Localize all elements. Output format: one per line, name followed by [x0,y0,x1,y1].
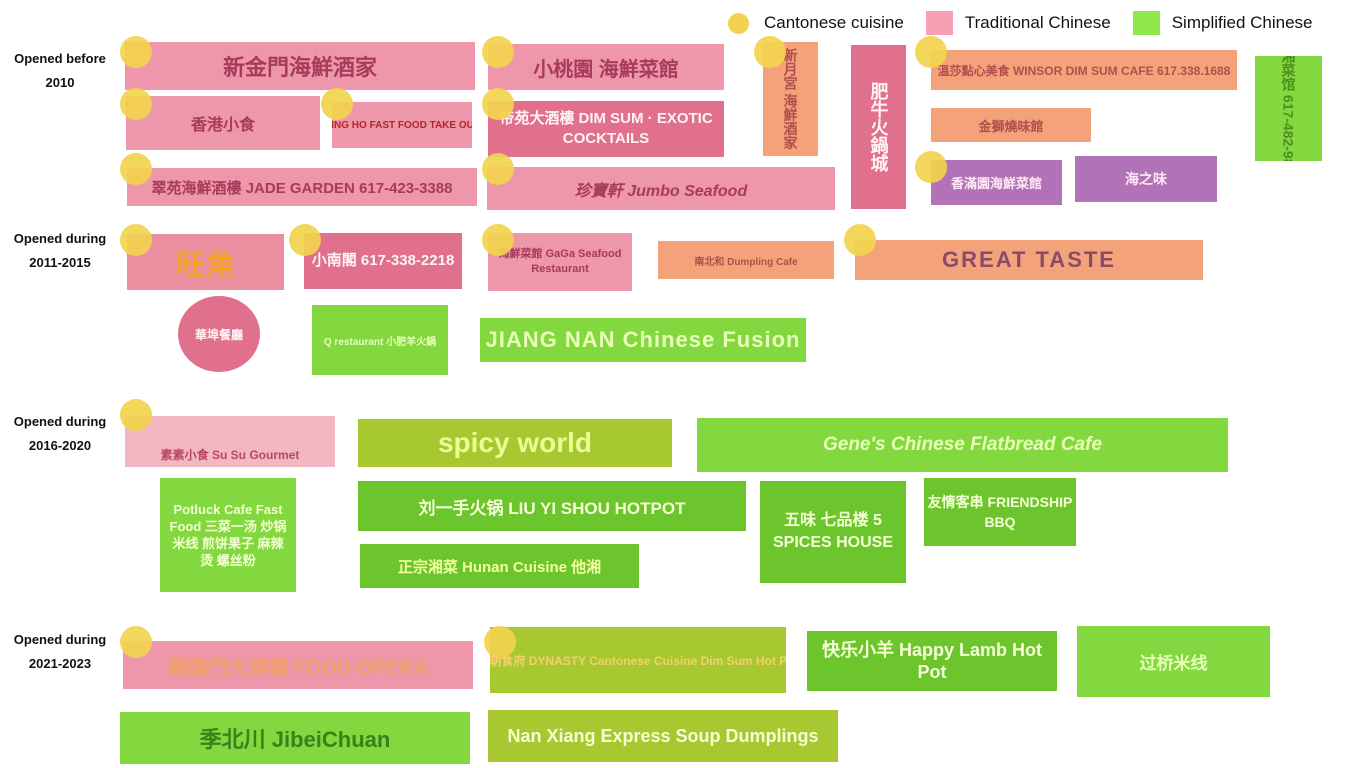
sign-china-gourmet: 川湘菜馆 617-482-9888 [1255,56,1322,161]
sign-little-southern: 小南閣 617-338-2218 [304,233,462,289]
sign-hong-kong-seafood: 香滿園海鮮菜館 [931,160,1062,205]
sign-food-opera: 囍臨門大酒樓 FOOD OPERA [123,641,473,689]
period-label-2021-2023: Opened during 2021-2023 [0,628,120,676]
sign-ten-second: 过桥米线 [1077,626,1270,697]
legend-cantonese: Cantonese cuisine [728,12,904,34]
sign-q-restaurant: Q restaurant 小肥羊火鍋 [312,305,448,375]
sign-great-taste: GREAT TASTE [855,240,1203,280]
legend-simplified-label: Simplified Chinese [1171,13,1313,32]
cantonese-marker-icon [844,224,876,256]
cantonese-marker-icon [289,224,321,256]
cantonese-marker-icon [120,224,152,256]
traditional-swatch-icon [925,11,953,35]
sign-su-su-gourmet: 素素小食 Su Su Gourmet [125,416,335,467]
cantonese-marker-icon [754,36,786,68]
legend-simplified: Simplified Chinese [1132,11,1313,35]
sign-jade-garden: 翠苑海鮮酒樓 JADE GARDEN 617-423-3388 [127,168,477,206]
sign-nan-xiang-express: Nan Xiang Express Soup Dumplings [488,710,838,762]
sign-winsor: 溫莎點心美食 WINSOR DIM SUM CAFE 617.338.1688 [931,50,1237,90]
cantonese-marker-icon [120,399,152,431]
sign-jibeichuan: 季北川 JibeiChuan [120,712,470,764]
legend-traditional: Traditional Chinese [925,11,1111,35]
cantonese-marker-icon [484,626,516,658]
legend-traditional-label: Traditional Chinese [964,13,1111,32]
period-label-line: 2021-2023 [28,656,92,671]
sign-jiang-nan: JIANG NAN Chinese Fusion [480,318,806,362]
cantonese-marker-icon [120,36,152,68]
sign-genes-flatbread: Gene's Chinese Flatbread Cafe [697,418,1228,472]
legend-cantonese-label: Cantonese cuisine [764,13,904,32]
sign-fei-niu: 肥牛火鍋城 [851,45,906,209]
period-label-line: 2011-2015 [29,255,91,270]
sign-gaga: 海鮮菜館 GaGa Seafood Restaurant [488,233,632,291]
sign-liu-yi-shou: 刘一手火锅 LIU YI SHOU HOTPOT [358,481,746,531]
sign-hong-kong-eatery: 香港小食 [126,96,320,150]
sign-empire: 帝苑大酒樓 DIM SUM · EXOTIC COCKTAILS [488,101,724,157]
cantonese-marker-icon [120,626,152,658]
sign-taiwan-cafe: 海之味 [1075,156,1217,202]
sign-happy-lamb: 快乐小羊 Happy Lamb Hot Pot [807,631,1057,691]
cantonese-marker-icon [915,151,947,183]
cantonese-marker-icon [120,88,152,120]
sign-chinatown-cafe: 華埠餐廳 [178,296,260,372]
cantonese-marker-icon [321,88,353,120]
period-label-2011-2015: Opened during 2011-2015 [0,227,120,275]
period-label-line: Opened before [14,51,106,66]
sign-friendship-bbq: 友情客串 FRIENDSHIP BBQ [924,478,1076,546]
sign-new-golden: 新金門海鮮酒家 [125,42,475,90]
legend: Cantonese cuisine Traditional Chinese Si… [728,10,1335,36]
period-label-line: 2010 [45,75,75,90]
simplified-swatch-icon [1132,11,1160,35]
sign-golden-bbq: 金獅燒味館 [931,108,1091,142]
sign-hunan-cuisine: 正宗湘菜 Hunan Cuisine 他湘 [360,544,639,588]
sign-5-spices-house: 五味 七品楼 5 SPICES HOUSE [760,481,906,583]
sign-dynasty: 唐朝食府 DYNASTY Cantonese Cuisine Dim Sum H… [490,627,786,693]
cantonese-dot-icon [728,12,749,34]
period-label-before-2010: Opened before 2010 [0,47,120,95]
period-label-line: Opened during [13,231,107,246]
period-label-line: Opened during [13,632,107,647]
sign-little-peach: 小桃園 海鮮菜館 [488,44,724,90]
cantonese-marker-icon [482,88,514,120]
period-label-line: Opened during [13,414,107,429]
sign-ding-ho: DING HO FAST FOOD TAKE OUT [332,102,472,148]
cantonese-marker-icon [915,36,947,68]
sign-potluck-cafe: Potluck Cafe Fast Food 三菜一汤 炒锅米线 煎饼果子 麻辣… [160,478,296,592]
sign-jumbo-seafood: 珍寶軒 Jumbo Seafood [487,167,835,210]
period-label-line: 2016-2020 [28,438,92,453]
period-label-2016-2020: Opened during 2016-2020 [0,410,120,458]
cantonese-marker-icon [482,153,514,185]
sign-spicy-world: spicy world [358,419,672,467]
cantonese-marker-icon [120,153,152,185]
sign-wong-kok: 旺角 [127,234,284,290]
cantonese-marker-icon [482,36,514,68]
sign-nan-bei-he: 南北和 Dumpling Cafe [658,241,834,279]
sign-moon-villa: 新月宮 海鮮酒家 [763,42,818,156]
cantonese-marker-icon [482,224,514,256]
